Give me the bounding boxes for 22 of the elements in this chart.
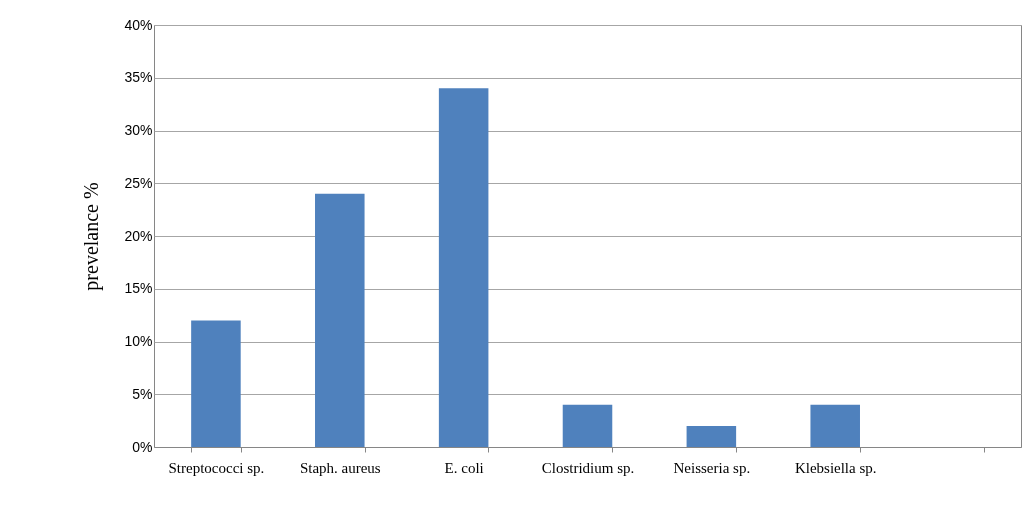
y-axis-title: prevelance % <box>80 182 104 291</box>
x-tick-label: E. coli <box>444 459 484 476</box>
y-tick-label: 40% <box>124 16 153 33</box>
y-tick-label: 35% <box>124 69 153 86</box>
bar <box>315 193 365 447</box>
x-tick-label: Neisseria sp. <box>673 459 751 476</box>
bar <box>810 404 860 447</box>
x-tick-label: Staph. aureus <box>299 459 381 476</box>
bar <box>191 320 241 447</box>
y-tick-label: 20% <box>124 227 153 244</box>
x-tick-label: Clostridium sp. <box>541 459 635 476</box>
bar <box>686 425 737 447</box>
y-tick-label: 0% <box>132 438 153 455</box>
x-tick-label: Klebsiella sp. <box>794 459 877 476</box>
y-tick-label: 15% <box>124 280 153 297</box>
y-tick-label: 5% <box>132 385 153 402</box>
x-tick-label: Streptococci sp. <box>168 459 265 476</box>
y-tick-label: 30% <box>124 122 153 138</box>
bar <box>562 404 613 447</box>
y-tick-label: 10% <box>124 333 153 349</box>
y-tick-label: 25% <box>124 174 153 191</box>
bar <box>438 88 489 447</box>
